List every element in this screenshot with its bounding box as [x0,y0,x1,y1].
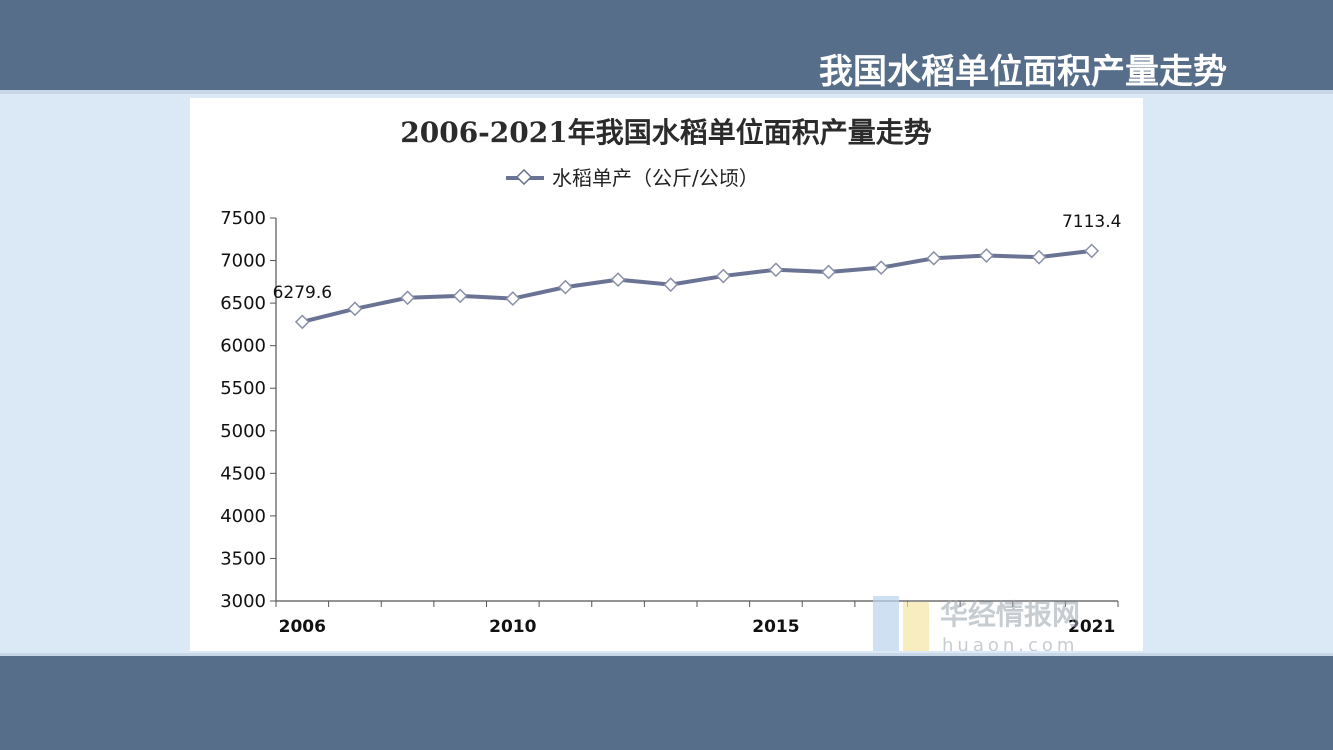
watermark-subtext: huaon.com [942,635,1078,651]
data-point [505,291,521,307]
data-point [979,248,994,263]
data-point [610,272,626,288]
data-point [768,262,784,278]
x-axis-ticks: 2006 2010 2015 2021 [275,601,1119,637]
footer-band [0,653,1333,750]
legend-label: 水稻单产（公斤/公顷） [552,166,759,190]
data-point [873,260,889,276]
slide-title: 我国水稻单位面积产量走势 [819,52,1227,92]
data-label: 6279.6 [273,283,332,303]
line-chart: 2006-2021年我国水稻单位面积产量走势 水稻单产（公斤/公顷） 30003… [220,116,1122,651]
x-tick-label: 2006 [279,617,326,637]
data-point [347,301,363,317]
y-tick-label: 6500 [220,293,266,314]
data-point [400,290,415,306]
data-point [558,279,573,295]
y-tick-label: 7500 [220,208,266,229]
chart-panel: 2006-2021年我国水稻单位面积产量走势 水稻单产（公斤/公顷） 3000 3… [190,98,1143,651]
watermark-text: 华经情报网 [940,598,1080,631]
chart-title: 2006-2021年我国水稻单位面积产量走势 [400,116,931,149]
data-point [715,268,731,284]
data-label: 7113.4 [1062,212,1121,232]
x-tick-label: 2015 [752,617,799,637]
watermark-logo-yellow [903,602,929,651]
y-tick-label: 6000 [220,336,266,357]
data-point [663,277,679,293]
y-tick-label: 7000 [220,251,266,272]
axes [275,218,1118,602]
series-line [294,243,1100,330]
data-point [1084,243,1100,259]
data-point [926,250,942,266]
y-tick-label: 5500 [220,378,266,399]
y-tick-label: 3000 [220,591,266,612]
watermark: 华经情报网 huaon.com [873,596,1080,651]
legend-marker [515,168,533,186]
y-tick-label: 3500 [220,548,266,569]
y-tick-label: 5000 [220,421,266,442]
legend: 水稻单产（公斤/公顷） [506,166,759,190]
watermark-logo-blue [873,596,899,651]
header-band: 我国水稻单位面积产量走势 [0,0,1333,94]
data-labels: 6279.6 7113.4 [273,212,1122,303]
data-point [294,314,310,330]
x-tick-label: 2010 [489,617,536,637]
y-tick-label: 4500 [220,463,266,484]
y-tick-label: 4000 [220,506,266,527]
data-point [821,264,836,280]
data-point [452,288,468,304]
series-polyline [301,248,1092,324]
x-tick-label: 2021 [1068,617,1115,637]
y-axis-ticks: 3000 3500 4000 4500 5000 5500 6000 6500 7000 7500 [220,208,276,612]
data-point [1031,249,1047,265]
